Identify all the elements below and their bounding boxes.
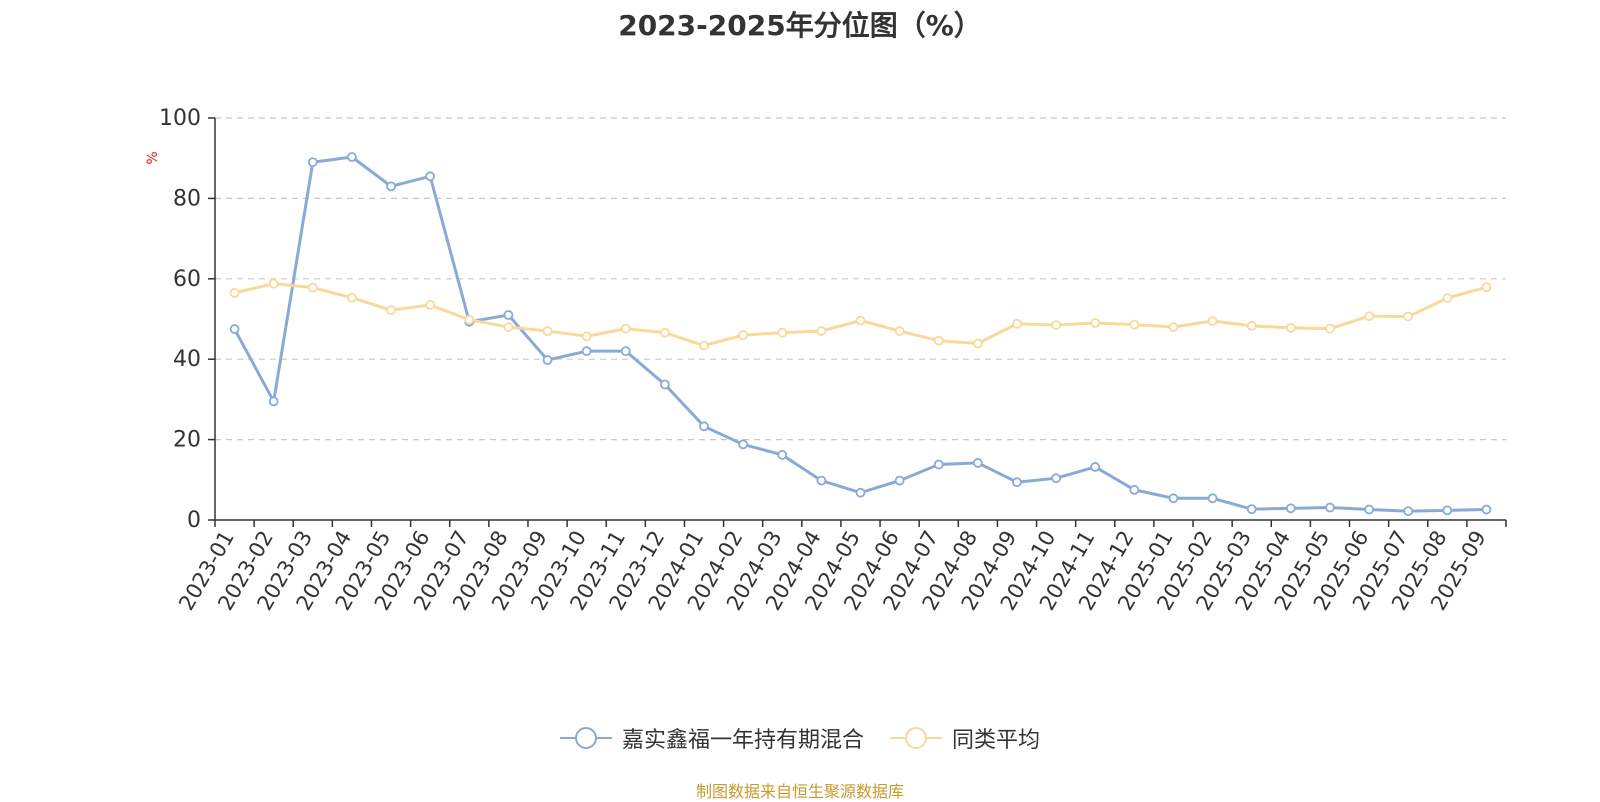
data-point-series-2 — [581, 331, 592, 342]
data-point-series-1 — [972, 458, 983, 468]
data-point-series-1 — [386, 181, 396, 192]
data-point-series-2 — [1325, 323, 1335, 334]
data-point-series-2 — [855, 315, 866, 326]
data-point-series-1 — [503, 310, 514, 320]
y-tick-label: 0 — [187, 508, 201, 533]
legend-label-series-2: 同类平均 — [952, 728, 1041, 753]
data-point-series-1 — [894, 475, 905, 486]
y-tick-label: 60 — [173, 267, 201, 292]
legend-item-series-1[interactable]: 嘉实鑫福一年持有期混合 — [559, 722, 864, 754]
data-point-series-1 — [738, 439, 749, 450]
legend-label-series-1: 嘉实鑫福一年持有期混合 — [621, 728, 864, 753]
data-point-series-2 — [464, 314, 475, 325]
data-point-series-2 — [1285, 322, 1296, 333]
data-point-series-2 — [1129, 319, 1140, 330]
legend-item-series-2[interactable]: 同类平均 — [890, 722, 1040, 754]
data-point-series-2 — [1090, 318, 1101, 328]
data-point-series-1 — [268, 396, 279, 407]
y-tick-label: 20 — [173, 428, 201, 453]
data-point-series-1 — [307, 157, 318, 168]
y-tick-label: 40 — [173, 347, 201, 372]
data-point-series-1 — [1207, 493, 1218, 504]
data-point-series-1 — [777, 449, 788, 460]
data-point-series-1 — [542, 355, 553, 365]
data-point-series-2 — [972, 338, 983, 349]
data-point-series-1 — [1129, 484, 1140, 495]
data-point-series-2 — [1012, 318, 1022, 329]
chart-title: 2023-2025年分位图（%） — [618, 9, 982, 42]
legend-line-circle-icon — [890, 727, 942, 749]
data-point-series-1 — [855, 487, 866, 498]
series-line-1 — [233, 155, 1487, 513]
data-point-series-2 — [1481, 282, 1492, 293]
data-point-series-1 — [1325, 502, 1335, 513]
data-point-series-2 — [1168, 322, 1179, 332]
y-axis-label: % — [145, 151, 161, 164]
data-point-series-2 — [307, 282, 318, 293]
data-point-series-2 — [620, 323, 631, 334]
axes: 020406080100%2023-012023-022023-032023-0… — [145, 106, 1507, 614]
data-point-series-1 — [347, 152, 357, 162]
data-point-series-1 — [1403, 506, 1414, 517]
data-point-series-2 — [1051, 320, 1062, 330]
data-point-series-2 — [699, 340, 709, 351]
y-tick-label: 100 — [159, 106, 201, 131]
data-point-series-1 — [1012, 477, 1022, 488]
data-point-series-2 — [542, 326, 553, 336]
data-point-series-1 — [1364, 504, 1374, 515]
data-point-series-2 — [933, 335, 944, 346]
data-point-series-1 — [1090, 462, 1101, 472]
data-point-series-2 — [738, 330, 749, 340]
data-point-series-2 — [386, 305, 396, 316]
data-point-series-2 — [816, 326, 827, 336]
data-point-series-1 — [1246, 504, 1257, 515]
data-point-series-2 — [425, 300, 436, 310]
data-point-series-1 — [1442, 505, 1453, 516]
legend: 嘉实鑫福一年持有期混合 同类平均 — [0, 722, 1600, 754]
data-point-series-1 — [933, 459, 944, 470]
series-lines — [233, 155, 1487, 513]
data-point-series-2 — [1207, 316, 1218, 326]
data-point-series-2 — [1246, 320, 1257, 331]
data-point-series-1 — [620, 346, 631, 357]
data-point-series-1 — [1285, 503, 1296, 514]
data-point-series-2 — [777, 327, 788, 338]
data-point-series-2 — [268, 278, 279, 289]
legend-line-circle-icon — [559, 727, 612, 749]
series-line-2 — [234, 282, 1487, 348]
data-point-series-1 — [1481, 504, 1492, 515]
data-point-series-1 — [229, 324, 240, 334]
data-point-series-2 — [1364, 311, 1374, 322]
gridlines — [215, 117, 1506, 441]
data-point-series-1 — [1051, 473, 1062, 484]
source-note: 制图数据来自恒生聚源数据库 — [695, 782, 904, 801]
data-point-series-2 — [503, 322, 514, 332]
data-point-series-2 — [1442, 293, 1453, 303]
data-point-series-1 — [699, 421, 709, 432]
data-point-series-2 — [347, 292, 357, 303]
data-point-series-1 — [1168, 493, 1179, 504]
data-point-series-2 — [1403, 311, 1414, 322]
data-point-series-1 — [816, 475, 827, 486]
data-point-series-2 — [659, 327, 670, 338]
data-point-series-2 — [894, 326, 905, 336]
data-point-series-1 — [659, 379, 670, 390]
data-point-series-1 — [581, 346, 592, 357]
data-point-series-1 — [425, 171, 436, 182]
y-tick-label: 80 — [173, 186, 201, 211]
data-point-series-2 — [229, 287, 240, 298]
series-markers — [229, 152, 1492, 517]
